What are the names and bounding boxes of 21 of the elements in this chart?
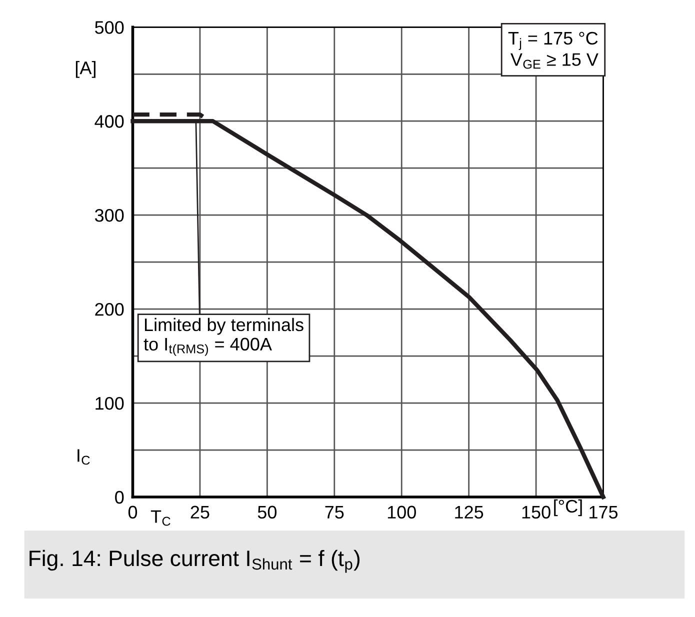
x-tick-label: 50 bbox=[258, 506, 277, 519]
x-tick-label: 125 bbox=[455, 506, 484, 519]
text: [°C] bbox=[554, 499, 582, 516]
y-axis-title: I$_{C}$ bbox=[78, 449, 90, 465]
text: [A] bbox=[76, 61, 96, 78]
annotation: Limited by terminals to I$_{t(RMS)}$ = 400A bbox=[144, 318, 304, 356]
y-tick-label: 500 bbox=[95, 21, 124, 34]
y-tick-label: 200 bbox=[95, 302, 124, 316]
y-tick-label: 400 bbox=[94, 115, 124, 128]
y-tick-label: 0 bbox=[115, 490, 124, 504]
x-axis-title: T$_{C}$ bbox=[150, 510, 170, 526]
x-tick-label: 25 bbox=[190, 506, 210, 519]
x-tick-label: 150 bbox=[522, 506, 550, 519]
x-tick-label: 100 bbox=[388, 506, 416, 519]
annotation: T$_{j}$ = 175 °C V$_{GE}$ ≥ 15 V bbox=[508, 32, 598, 69]
y-tick-label: 300 bbox=[94, 209, 124, 222]
y-tick-label: 100 bbox=[96, 396, 124, 410]
text: Fig. 14: Pulse current I$_{Shunt}$ = f (t$_{p}$) bbox=[30, 550, 360, 573]
x-tick-label: 75 bbox=[325, 506, 344, 519]
x-tick-label: 0 bbox=[128, 506, 138, 519]
x-tick-label: 175 bbox=[590, 506, 618, 519]
